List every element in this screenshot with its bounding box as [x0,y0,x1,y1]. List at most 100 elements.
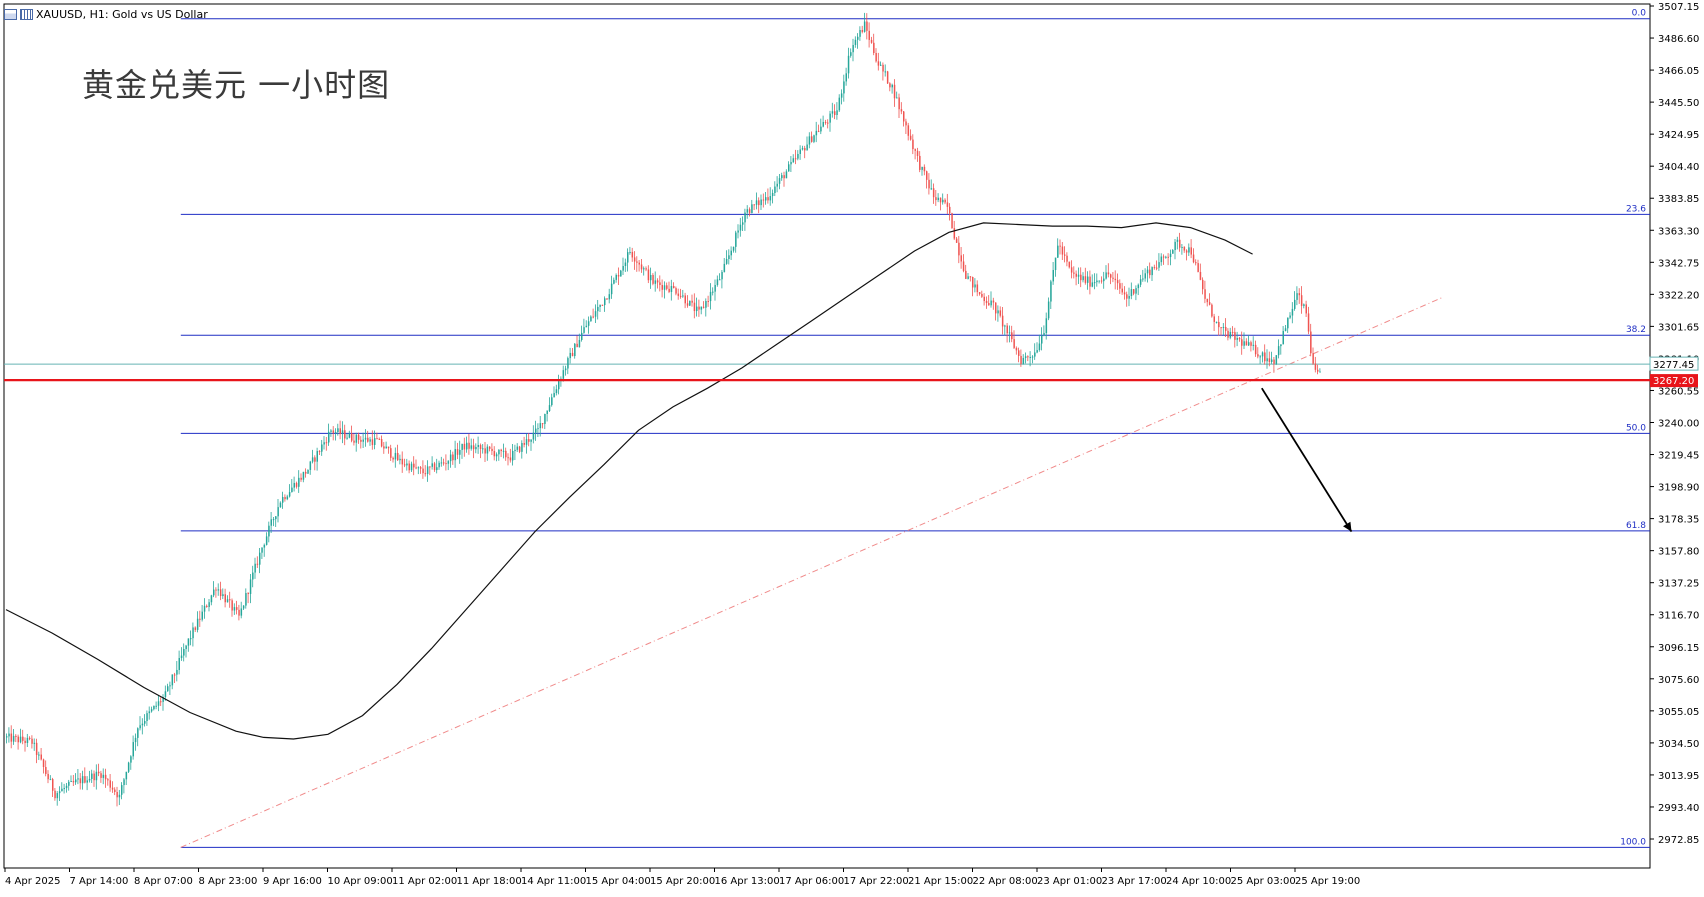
fib-level-label: 0.0 [1632,9,1647,19]
candle-bull [585,325,588,328]
x-tick-label: 24 Apr 10:00 [1166,876,1231,887]
candle-bull [180,655,183,659]
candle-bull [355,434,358,443]
candle-bear [1305,304,1307,314]
y-tick-label: 3301.65 [1658,322,1699,333]
candle-bear [351,433,353,441]
candle-bear [1264,352,1266,362]
candle-bull [470,445,473,449]
candle-bull [261,547,263,553]
candle-bear [84,776,86,783]
candle-bull [148,711,151,714]
candle-bull [822,122,824,127]
candle-bear [1273,359,1275,364]
candle-bear [702,306,705,308]
x-tick-label: 25 Apr 19:00 [1295,876,1360,887]
candle-bear [659,282,661,285]
candle-bear [981,294,983,297]
candle-bull [696,306,698,312]
candle-bear [383,446,385,449]
candle-bull [1052,270,1054,282]
candle-bear [35,742,38,755]
candle-bear [17,736,19,743]
candle-bull [880,64,882,66]
y-tick-label: 2972.85 [1658,835,1699,846]
overlay-title: 黄金兑美元 一小时图 [82,66,391,104]
x-tick-label: 9 Apr 16:00 [263,876,322,887]
candle-bear [468,442,470,449]
candle-bear [932,188,935,198]
candle-bull [167,686,169,692]
candle-bear [1059,245,1061,247]
candle-bear [903,111,905,122]
candle-bull [705,301,707,308]
candle-bear [905,121,907,126]
candle-bull [608,294,611,300]
candle-bull [63,788,65,790]
candle-bull [132,742,134,757]
candle-bull [599,304,601,307]
candle-bull [624,262,627,266]
candle-bear [900,109,903,112]
candle-bear [491,448,493,452]
candlestick-chart-icon[interactable] [4,8,17,20]
candle-bear [1183,247,1186,251]
candle-bull [1146,269,1149,274]
fib-level-label: 61.8 [1626,521,1646,531]
candle-bear [877,61,880,66]
candle-bear [686,303,689,306]
candle-bear [1061,246,1064,255]
candle-bear [834,111,836,115]
candle-bear [1119,283,1121,289]
candle-bear [677,293,680,296]
candle-bull [539,423,542,429]
trendline [180,296,1444,848]
candle-bear [1027,356,1029,358]
candle-bull [574,343,576,357]
candle-bear [403,464,406,466]
candle-bull [1151,267,1153,276]
candle-bull [1248,342,1250,346]
candle-bull [1158,262,1160,268]
y-tick-label: 3137.25 [1658,579,1699,590]
candle-bear [353,440,355,443]
candle-bull [75,779,77,783]
candle-bull [521,443,523,452]
candle-bear [452,454,454,461]
candle-bear [1114,278,1117,281]
candle-bull [185,645,187,650]
candle-bull [192,627,194,639]
candle-bull [836,110,838,115]
candle-bull [38,754,40,756]
candle-bull [121,785,123,795]
moving-average-line [5,222,1253,740]
candle-bull [348,433,351,438]
x-tick-label: 16 Apr 13:00 [715,876,780,887]
candle-bull [721,271,723,280]
bid-price-label: 3277.45 [1653,360,1694,371]
candle-bull [716,279,719,285]
candle-bear [666,285,668,289]
candle-bear [415,467,417,469]
candle-bull [134,737,137,743]
candle-bull [1050,281,1052,302]
candle-bull [1319,371,1321,373]
candle-bear [953,228,956,239]
candle-bull [328,431,330,443]
candle-bull [610,283,613,295]
candle-bull [259,552,261,565]
candle-bear [969,276,972,278]
bars-icon[interactable] [20,8,33,20]
candle-bull [1091,282,1094,287]
candle-bull [797,153,799,159]
candle-bull [1029,356,1031,358]
candle-bull [1181,247,1183,249]
candle-bull [385,446,387,449]
candle-bull [1236,338,1238,340]
candle-bear [783,175,785,179]
candle-bear [194,627,197,630]
candle-bear [875,53,877,62]
candle-bull [123,779,125,786]
